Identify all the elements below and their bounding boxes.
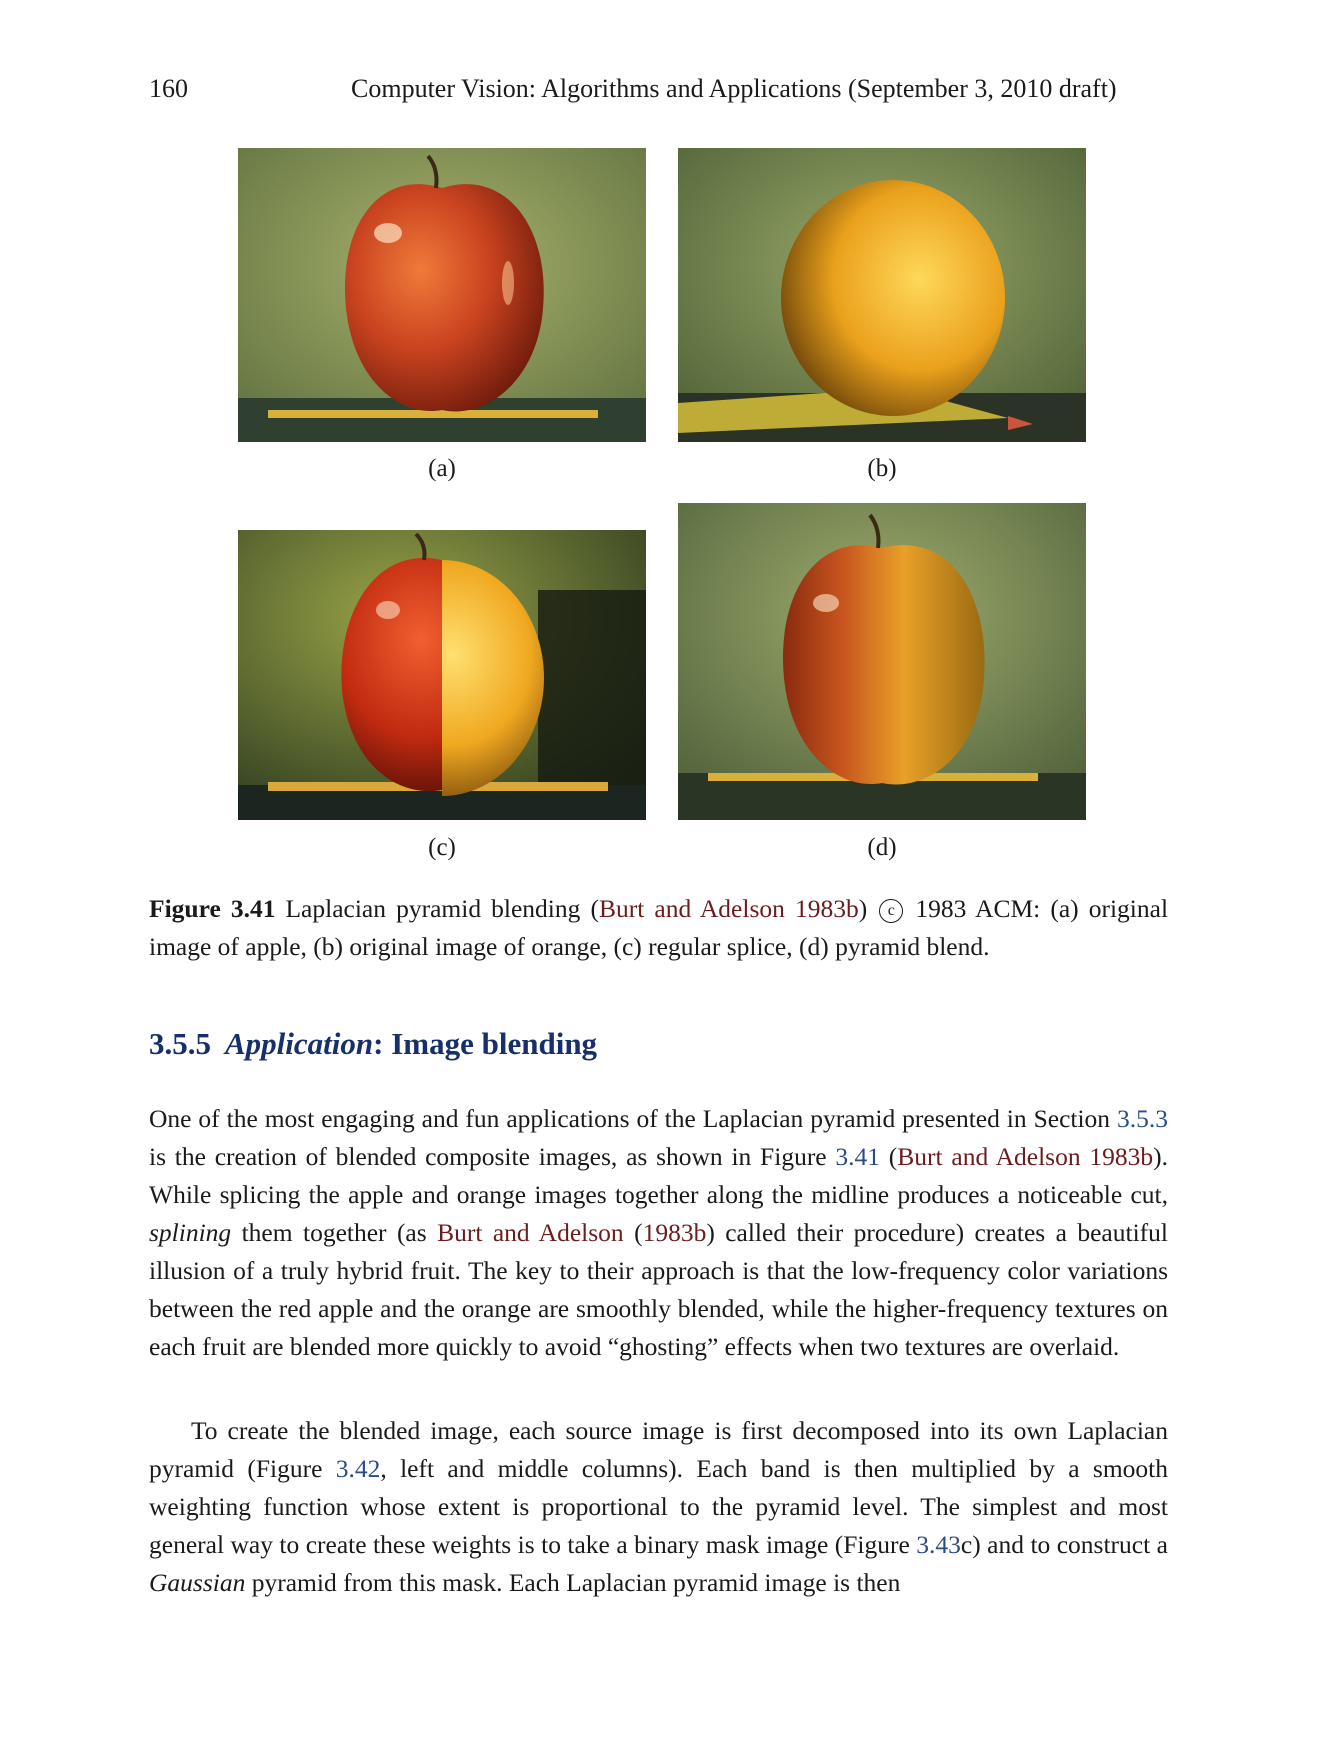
section-title-italic: Application (225, 1026, 374, 1061)
page-number: 160 (149, 74, 188, 103)
figure-label: Figure 3.41 (149, 894, 276, 923)
figure-reference-link[interactable]: 3.43 (916, 1530, 961, 1559)
citation-link[interactable]: Burt and Adelson 1983b (598, 894, 859, 923)
figure-image-splice (238, 530, 646, 820)
text-run: ). While splicing the apple and orange i… (149, 1142, 1168, 1209)
text-run: is the creation of blended composite ima… (149, 1142, 836, 1171)
text-run: them together (as (231, 1218, 438, 1247)
body-paragraph: To create the blended image, each source… (149, 1412, 1168, 1602)
section-heading: 3.5.5 Application: Image blending (149, 1026, 597, 1062)
citation-link[interactable]: Burt and Adelson (437, 1218, 624, 1247)
text-run: c) and to construct a (960, 1530, 1168, 1559)
text-run: ( (623, 1218, 643, 1247)
text-run: ( (880, 1142, 898, 1171)
subcaption-a: (a) (428, 455, 456, 482)
section-reference-link[interactable]: 3.5.3 (1117, 1104, 1168, 1133)
subcaption-c: (c) (428, 834, 456, 861)
running-title: Computer Vision: Algorithms and Applicat… (351, 74, 1117, 103)
emphasis: splining (149, 1218, 232, 1247)
subcaption-d: (d) (867, 834, 897, 861)
body-paragraph: One of the most engaging and fun applica… (149, 1100, 1168, 1366)
emphasis: Gaussian (149, 1568, 246, 1597)
caption-text: 1983 ACM: (a) original image of apple, (… (149, 894, 1169, 961)
caption-text: Laplacian pyramid blending ( (285, 894, 599, 923)
section-title: : Image blending (373, 1026, 598, 1061)
citation-link[interactable]: Burt and Adelson 1983b (897, 1142, 1154, 1171)
text-run: ) called their procedure) creates a beau… (149, 1218, 1168, 1361)
figure-reference-link[interactable]: 3.41 (835, 1142, 881, 1171)
text-run: pyramid from this mask. Each Laplacian p… (245, 1568, 901, 1597)
figure-caption: Figure 3.41 Laplacian pyramid blending (B… (149, 890, 1168, 966)
figure-image-orange (678, 148, 1086, 442)
figure-image-apple (238, 148, 646, 442)
text-run: One of the most engaging and fun applica… (149, 1104, 1117, 1133)
citation-link[interactable]: 1983b (642, 1218, 707, 1247)
section-number: 3.5.5 (149, 1026, 211, 1061)
text-run: , left and middle columns). Each band is… (149, 1454, 1168, 1559)
figure-image-pyramid-blend (678, 503, 1086, 820)
subcaption-b: (b) (867, 455, 897, 482)
figure-reference-link[interactable]: 3.42 (335, 1454, 381, 1483)
text-run: To create the blended image, each source… (149, 1416, 1168, 1483)
caption-text: ) (858, 894, 868, 923)
copyright-icon: c (879, 899, 904, 923)
